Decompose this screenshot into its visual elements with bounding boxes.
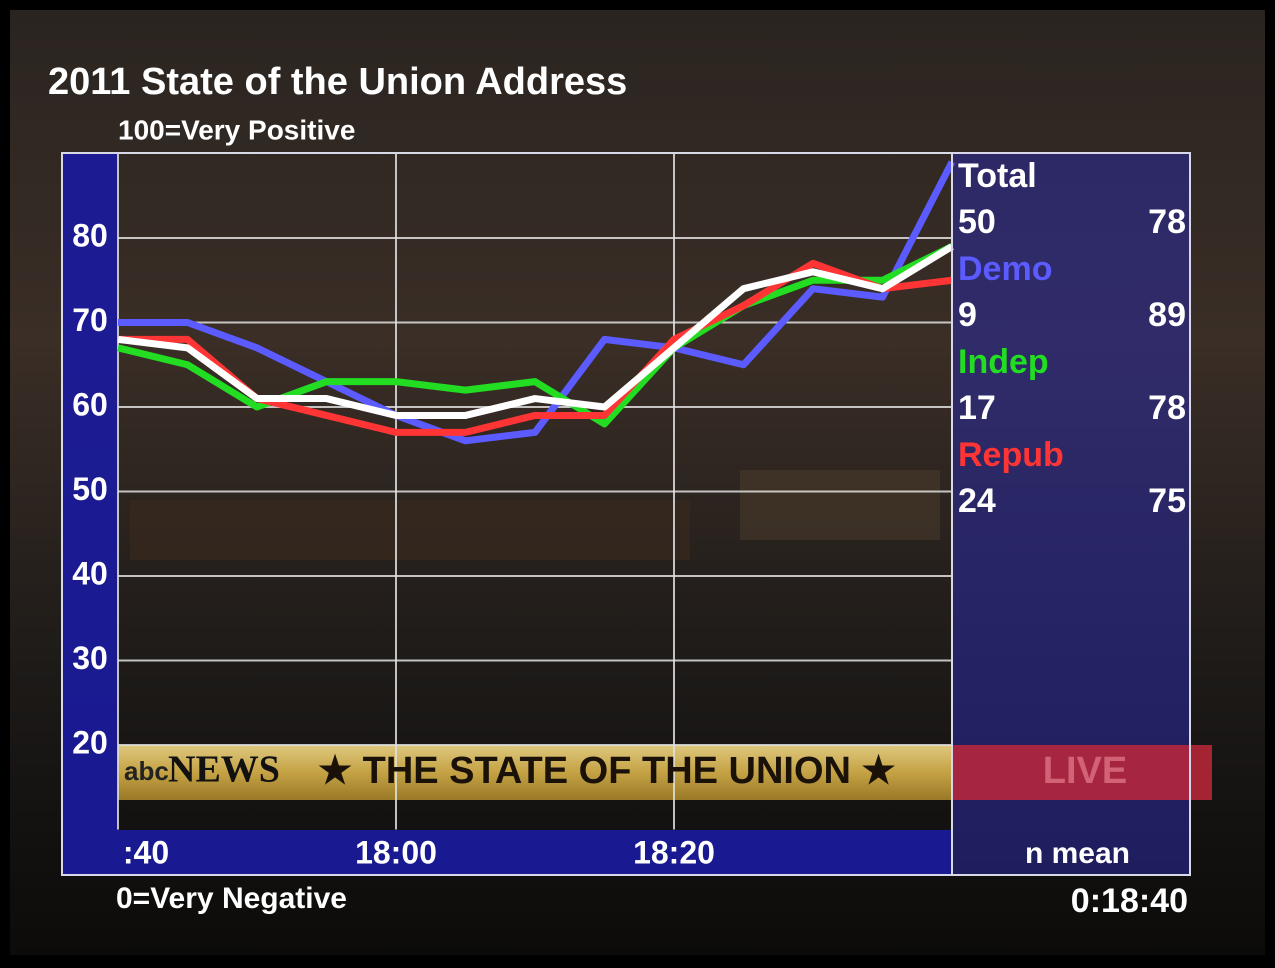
x-axis-panel: [118, 830, 952, 875]
legend-name: Demo: [958, 250, 1052, 288]
ticker-brand: NEWS: [168, 749, 280, 791]
legend-n: 50: [958, 203, 996, 241]
y-bottom-label: 0=Very Negative: [116, 882, 347, 915]
y-tick-label: 30: [72, 640, 108, 676]
screen: 2011 State of the Union Address 100=Very…: [0, 0, 1275, 963]
legend-n: 9: [958, 296, 977, 334]
elapsed-time: 0:18:40: [1071, 882, 1188, 920]
live-label: LIVE: [1043, 750, 1127, 792]
y-top-label: 100=Very Positive: [118, 114, 355, 145]
video-desk: [130, 500, 690, 560]
legend-name: Total: [958, 157, 1037, 195]
legend-name: Indep: [958, 343, 1049, 381]
ticker-logo: abc: [124, 756, 169, 786]
y-tick-label: 70: [72, 302, 108, 338]
legend-mean: 78: [1148, 203, 1186, 241]
chart-title: 2011 State of the Union Address: [48, 61, 627, 103]
y-tick-label: 40: [72, 555, 108, 591]
legend-mean: 78: [1148, 389, 1186, 427]
y-tick-label: 20: [72, 724, 108, 760]
x-tick-label: :40: [123, 834, 169, 870]
legend-n: 17: [958, 389, 996, 427]
legend-mean: 75: [1148, 482, 1186, 520]
y-tick-label: 60: [72, 386, 108, 422]
legend-n: 24: [958, 482, 996, 520]
legend-mean: 89: [1148, 296, 1186, 334]
x-tick-label: 18:00: [355, 834, 437, 870]
y-tick-label: 80: [72, 217, 108, 253]
x-tick-label: 18:20: [633, 834, 715, 870]
ticker-text: ★ THE STATE OF THE UNION ★: [318, 750, 896, 792]
y-axis-panel: [62, 153, 118, 875]
video-podium: [740, 470, 940, 540]
legend-name: Repub: [958, 436, 1064, 474]
stats-header: n mean: [1025, 837, 1130, 870]
y-tick-label: 50: [72, 471, 108, 507]
